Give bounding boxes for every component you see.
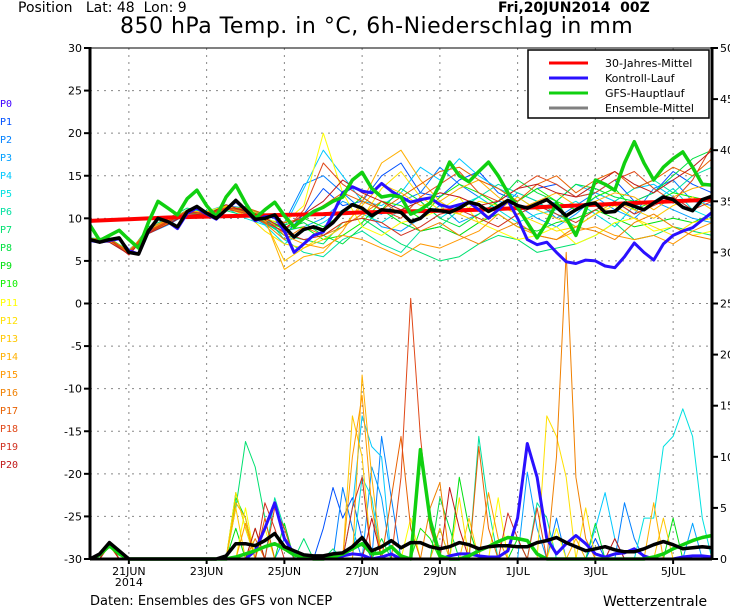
member-label-p7: P7	[0, 225, 13, 237]
x-tick-sublabel: 2014	[115, 576, 143, 589]
y-tick-label-right: 45	[720, 93, 730, 106]
data-source-label: Daten: Ensembles des GFS von NCEP	[90, 594, 333, 609]
y-tick-label-left: -20	[64, 468, 82, 481]
y-tick-label-right: 20	[720, 349, 730, 362]
y-tick-label-right: 35	[720, 195, 730, 208]
member-label-p15: P15	[0, 369, 19, 381]
member-label-p8: P8	[0, 243, 13, 255]
y-tick-label-left: -10	[64, 383, 82, 396]
member-precip-line-p16	[90, 251, 712, 560]
y-tick-label-left: 30	[68, 42, 82, 55]
member-label-p2: P2	[0, 135, 13, 147]
y-tick-label-right: 50	[720, 42, 730, 55]
position-label: Position Lat: 48 Lon: 9	[18, 0, 187, 16]
member-labels: P0 P1 P2 P3 P4 P5 P6 P7 P8 P9 P10 P11 P12 P13 P14 P15 P1…	[0, 96, 18, 475]
y-tick-label-left: -5	[71, 340, 82, 353]
member-label-p12: P12	[0, 315, 19, 327]
member-precip-line-p17	[90, 435, 712, 560]
member-label-p17: P17	[0, 405, 19, 417]
legend-label: GFS-Hauptlauf	[605, 87, 686, 100]
y-tick-label-left: 25	[68, 85, 82, 98]
y-tick-label-right: 15	[720, 400, 730, 413]
y-tick-label-left: 5	[75, 255, 82, 268]
gfs-precip-line	[89, 447, 713, 561]
y-tick-label-left: -30	[64, 553, 82, 566]
x-tick-label: 25JUN	[268, 565, 302, 578]
y-tick-label-right: 5	[720, 502, 727, 515]
x-tick-label: 3JUL	[583, 565, 608, 578]
legend: 30-Jahres-Mittel Kontroll-Lauf GFS-Hauptla…	[527, 49, 710, 119]
control-precip-line	[89, 442, 713, 561]
chart-title: 850 hPa Temp. in °C, 6h-Niederschlag in …	[120, 14, 634, 39]
brand-label: Wetterzentrale	[603, 594, 708, 610]
member-label-p10: P10	[0, 279, 19, 291]
legend-label: Ensemble-Mittel	[605, 102, 694, 115]
x-tick-label: 1JUL	[505, 565, 530, 578]
gfs-temp-line	[88, 139, 713, 250]
member-label-p16: P16	[0, 387, 19, 399]
y-tick-label-left: 20	[68, 127, 82, 140]
y-tick-label-right: 10	[720, 451, 730, 464]
member-label-p9: P9	[0, 261, 13, 273]
y-tick-label-left: 0	[75, 298, 82, 311]
member-label-p11: P11	[0, 297, 19, 309]
member-label-p5: P5	[0, 189, 13, 201]
member-precip-line-p18	[90, 297, 712, 560]
member-label-p14: P14	[0, 351, 19, 363]
y-tick-label-left: -25	[64, 510, 82, 523]
y-tick-label-left: 15	[68, 170, 82, 183]
x-tick-label: 5JUL	[661, 565, 686, 578]
member-label-p3: P3	[0, 153, 13, 165]
x-tick-label: 21JUN	[112, 565, 146, 578]
x-tick-label: 29JUN	[423, 565, 457, 578]
legend-label: 30-Jahres-Mittel	[605, 57, 692, 70]
y-tick-label-right: 40	[720, 144, 730, 157]
member-precip-line-p2	[90, 435, 712, 560]
member-label-p4: P4	[0, 171, 13, 183]
member-label-p6: P6	[0, 207, 13, 219]
legend-label: Kontroll-Lauf	[605, 72, 676, 85]
y-tick-label-right: 30	[720, 246, 730, 259]
y-tick-label-left: -15	[64, 425, 82, 438]
y-tick-label-right: 25	[720, 298, 730, 311]
member-precip-line-p14	[90, 374, 712, 560]
member-precip-line-p6	[90, 435, 712, 560]
y-tick-label-left: 10	[68, 212, 82, 225]
x-tick-label: 23JUN	[190, 565, 224, 578]
member-precip-line-p7	[90, 441, 712, 560]
x-tick-label: 27JUN	[345, 565, 379, 578]
run-time-label: Fri,20JUN2014 00Z	[498, 0, 650, 16]
ensemble-mean-temp-line	[89, 194, 713, 256]
member-label-p1: P1	[0, 117, 13, 129]
member-label-p18: P18	[0, 423, 19, 435]
member-label-p20: P20	[0, 459, 19, 471]
member-label-p0: P0	[0, 99, 13, 110]
member-label-p19: P19	[0, 441, 19, 453]
member-label-p13: P13	[0, 333, 19, 345]
y-tick-label-right: 0	[720, 553, 727, 566]
